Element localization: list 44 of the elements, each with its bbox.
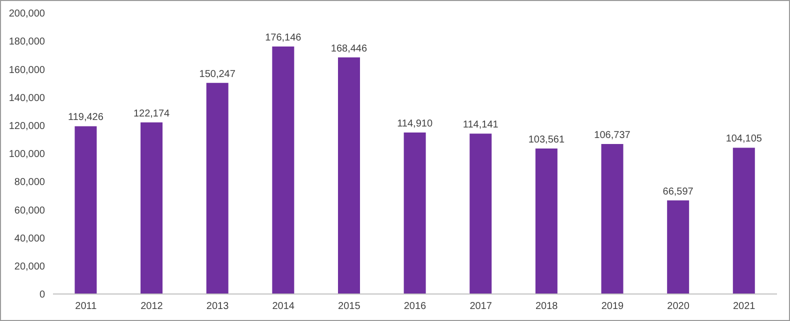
x-tick-label: 2013: [206, 301, 230, 312]
x-tick-label: 2019: [601, 301, 624, 312]
x-tick-label: 2018: [536, 301, 558, 312]
y-tick-label: 60,000: [14, 205, 46, 216]
bar: [74, 126, 97, 294]
bar: [732, 148, 755, 294]
data-label: 106,737: [594, 130, 631, 142]
y-tick-label: 200,000: [8, 8, 46, 20]
x-tick-label: 2011: [75, 301, 98, 312]
x-tick-label: 2020: [667, 301, 690, 312]
data-label: 114,910: [397, 118, 433, 130]
x-tick-label: 2014: [272, 301, 295, 312]
data-label: 114,141: [462, 120, 499, 131]
bar: [272, 46, 294, 294]
y-tick-label: 0: [39, 290, 46, 301]
x-tick-label: 2017: [470, 301, 492, 312]
data-label: 122,174: [133, 108, 170, 120]
x-tick-label: 2015: [338, 301, 361, 312]
bar: [667, 200, 690, 294]
bar: [470, 134, 492, 294]
bar: [338, 57, 360, 294]
data-label: 66,597: [662, 186, 694, 198]
y-tick-label: 20,000: [14, 261, 46, 272]
y-tick-label: 160,000: [8, 64, 46, 76]
y-tick-label: 180,000: [8, 36, 46, 48]
y-tick-label: 40,000: [14, 233, 46, 244]
bar: [140, 122, 163, 294]
data-label: 104,105: [726, 134, 762, 145]
data-label: 176,146: [265, 32, 302, 44]
x-tick-label: 2016: [404, 301, 427, 312]
data-label: 168,446: [330, 43, 368, 54]
data-label: 103,561: [528, 134, 565, 146]
bar: [404, 132, 426, 294]
y-tick-label: 100,000: [8, 149, 46, 160]
data-label: 119,426: [68, 112, 104, 124]
x-tick-label: 2012: [140, 301, 164, 312]
bar: [601, 144, 624, 294]
y-tick-label: 120,000: [8, 120, 46, 132]
bar: [206, 82, 228, 294]
data-label: 150,247: [199, 68, 236, 80]
x-tick-label: 2021: [732, 301, 756, 312]
y-tick-label: 140,000: [8, 92, 46, 104]
y-tick-label: 80,000: [14, 177, 46, 188]
bar: [535, 148, 558, 294]
